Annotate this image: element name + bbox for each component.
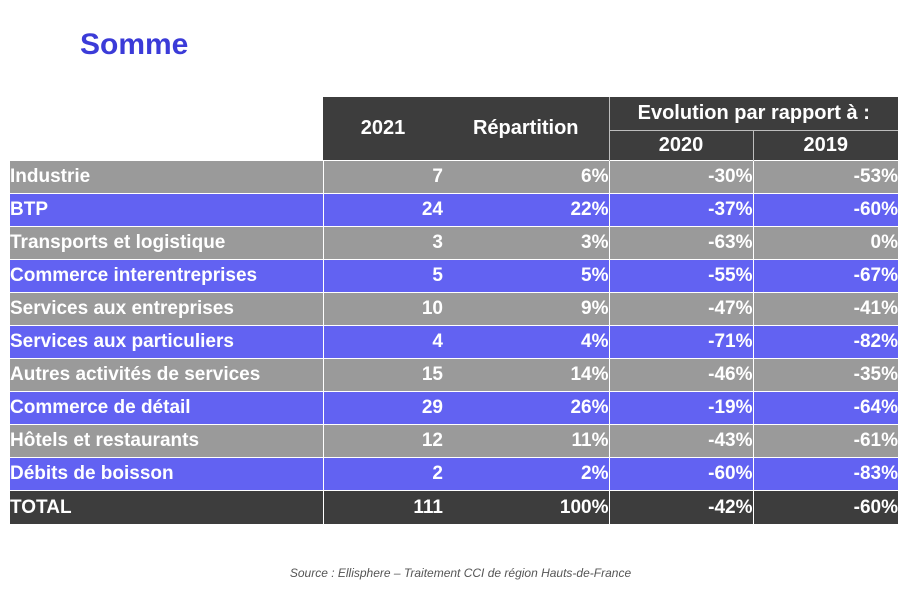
table-body: Industrie 7 6% -30% -53% BTP 24 22% -37% -60% Tran… xyxy=(10,160,898,524)
cell-evolution-2019: -83% xyxy=(752,457,898,491)
cell-evolution-2020: -43% xyxy=(608,424,753,458)
cell-2021: 24 xyxy=(322,193,443,227)
table-row: Services aux entreprises 10 9% -47% -41% xyxy=(10,292,898,326)
header-row: 2021 Répartition Evolution par rapport à… xyxy=(10,97,898,161)
total-cell-repartition: 100% xyxy=(443,490,609,524)
cell-repartition: 22% xyxy=(443,193,609,227)
row-label: Services aux entreprises xyxy=(10,292,323,326)
cell-repartition: 26% xyxy=(443,391,609,425)
row-label: Commerce interentreprises xyxy=(10,259,323,293)
cell-repartition: 14% xyxy=(443,358,609,392)
cell-repartition: 5% xyxy=(443,259,609,293)
cell-evolution-2020: -37% xyxy=(608,193,753,227)
cell-evolution-2019: -35% xyxy=(752,358,898,392)
total-row-label: TOTAL xyxy=(10,490,323,524)
cell-evolution-2019: -53% xyxy=(752,160,898,194)
table-row: Commerce interentreprises 5 5% -55% -67% xyxy=(10,259,898,293)
cell-2021: 2 xyxy=(322,457,443,491)
cell-2021: 29 xyxy=(322,391,443,425)
cell-evolution-2020: -55% xyxy=(608,259,753,293)
source-note: Source : Ellisphere – Traitement CCI de … xyxy=(289,566,632,580)
cell-repartition: 2% xyxy=(443,457,609,491)
total-row: TOTAL 111 100% -42% -60% xyxy=(10,490,898,524)
cell-repartition: 11% xyxy=(443,424,609,458)
cell-evolution-2019: -82% xyxy=(752,325,898,359)
cell-repartition: 3% xyxy=(443,226,609,260)
cell-evolution-2020: -30% xyxy=(608,160,753,194)
cell-evolution-2020: -60% xyxy=(608,457,753,491)
cell-evolution-2019: -60% xyxy=(752,193,898,227)
row-label: Services aux particuliers xyxy=(10,325,323,359)
cell-evolution-2020: -63% xyxy=(608,226,753,260)
cell-evolution-2019: -41% xyxy=(752,292,898,326)
cell-2021: 3 xyxy=(322,226,443,260)
cell-2021: 15 xyxy=(322,358,443,392)
cell-2021: 4 xyxy=(322,325,443,359)
cell-2021: 7 xyxy=(322,160,443,194)
table-row: Industrie 7 6% -30% -53% xyxy=(10,160,898,194)
cell-repartition: 6% xyxy=(443,160,609,194)
row-label: Transports et logistique xyxy=(10,226,323,260)
cell-evolution-2020: -71% xyxy=(608,325,753,359)
cell-evolution-2019: -61% xyxy=(752,424,898,458)
row-label: Industrie xyxy=(10,160,323,194)
header-2019: 2019 xyxy=(752,130,898,161)
table-row: Autres activités de services 15 14% -46% -35… xyxy=(10,358,898,392)
header-2020: 2020 xyxy=(608,130,753,161)
total-cell-evolution-2020: -42% xyxy=(608,490,753,524)
cell-2021: 12 xyxy=(322,424,443,458)
cell-evolution-2019: 0% xyxy=(752,226,898,260)
table-row: Débits de boisson 2 2% -60% -83% xyxy=(10,457,898,491)
header-2021: 2021 xyxy=(323,97,443,161)
cell-evolution-2019: -64% xyxy=(752,391,898,425)
row-label: BTP xyxy=(10,193,323,227)
table-row: Transports et logistique 3 3% -63% 0% xyxy=(10,226,898,260)
total-cell-evolution-2019: -60% xyxy=(752,490,898,524)
cell-2021: 10 xyxy=(322,292,443,326)
cell-evolution-2020: -47% xyxy=(608,292,753,326)
cell-repartition: 9% xyxy=(443,292,609,326)
page-title: Somme xyxy=(80,28,189,61)
row-label: Commerce de détail xyxy=(10,391,323,425)
statistics-table: 2021 Répartition Evolution par rapport à… xyxy=(10,97,898,524)
cell-evolution-2020: -46% xyxy=(608,358,753,392)
header-blank-cell xyxy=(10,97,323,161)
header-repartition: Répartition xyxy=(443,97,609,161)
total-cell-2021: 111 xyxy=(322,490,443,524)
cell-2021: 5 xyxy=(322,259,443,293)
table-row: Services aux particuliers 4 4% -71% -82% xyxy=(10,325,898,359)
table-row: Commerce de détail 29 26% -19% -64% xyxy=(10,391,898,425)
header-evolution: Evolution par rapport à : xyxy=(608,97,898,131)
cell-evolution-2019: -67% xyxy=(752,259,898,293)
cell-repartition: 4% xyxy=(443,325,609,359)
row-label: Hôtels et restaurants xyxy=(10,424,323,458)
row-label: Autres activités de services xyxy=(10,358,323,392)
table-row: Hôtels et restaurants 12 11% -43% -61% xyxy=(10,424,898,458)
table-row: BTP 24 22% -37% -60% xyxy=(10,193,898,227)
row-label: Débits de boisson xyxy=(10,457,323,491)
header-subrow: 2020 2019 xyxy=(10,130,898,161)
cell-evolution-2020: -19% xyxy=(608,391,753,425)
